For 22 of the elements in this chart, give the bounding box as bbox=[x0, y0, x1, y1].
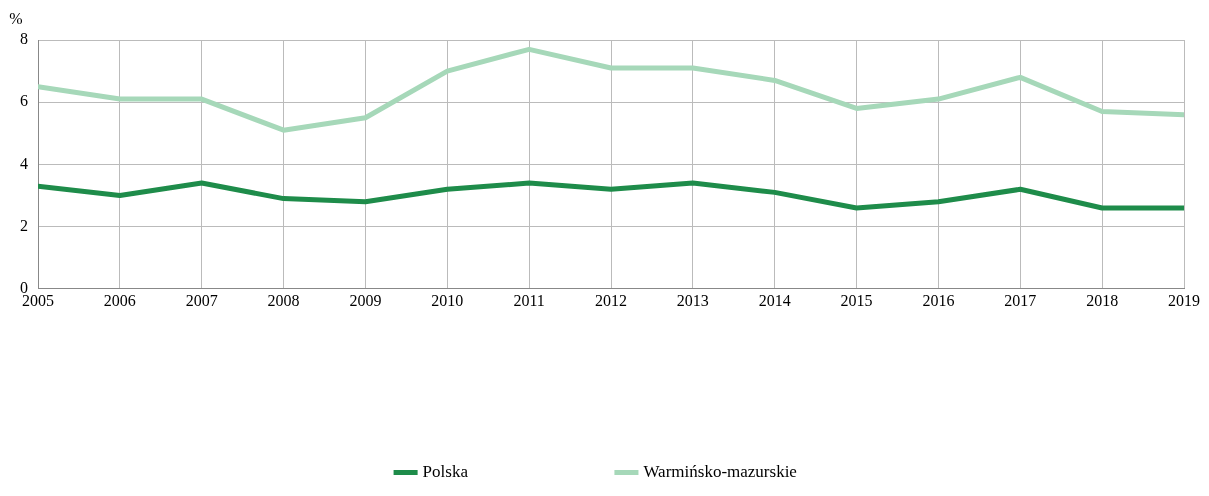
y-tick-label: 4 bbox=[20, 154, 28, 172]
x-tick-label: 2018 bbox=[1086, 291, 1119, 309]
x-tick-label: 2014 bbox=[758, 291, 791, 309]
legend-label: Warmińsko-mazurskie bbox=[643, 461, 797, 481]
x-tick-label: 2019 bbox=[1168, 291, 1200, 309]
x-tick-label: 2013 bbox=[676, 291, 709, 309]
y-tick-label: 0 bbox=[20, 279, 28, 296]
x-tick-label: 2010 bbox=[431, 291, 464, 309]
x-tick-label: 2015 bbox=[840, 291, 873, 309]
x-tick-label: 2012 bbox=[595, 291, 627, 309]
x-tick-label: 2016 bbox=[922, 291, 955, 309]
y-tick-label: 8 bbox=[20, 30, 28, 48]
x-tick-label: 2006 bbox=[103, 291, 136, 309]
x-tick-label: 2009 bbox=[349, 291, 382, 309]
y-tick-label: 6 bbox=[20, 92, 28, 110]
x-tick-label: 2007 bbox=[185, 291, 218, 309]
x-tick-label: 2008 bbox=[267, 291, 300, 309]
x-tick-label: 2017 bbox=[1004, 291, 1037, 309]
y-axis-title: % bbox=[9, 10, 23, 28]
legend-label: Polska bbox=[422, 461, 469, 481]
x-tick-label: 2011 bbox=[513, 291, 545, 309]
y-tick-label: 2 bbox=[20, 216, 28, 234]
